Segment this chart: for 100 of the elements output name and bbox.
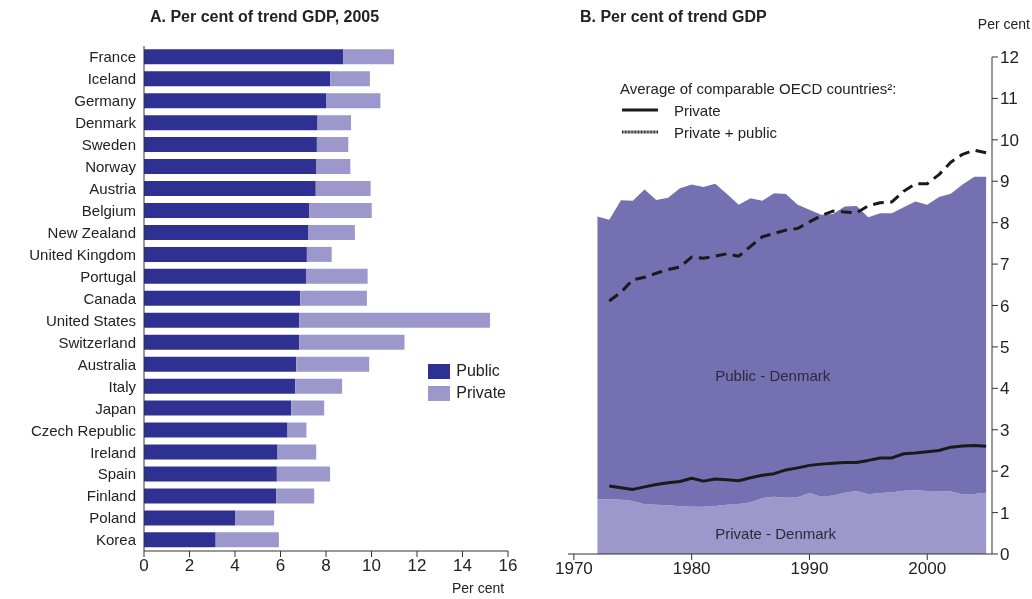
x-tick-label: 12 bbox=[407, 556, 427, 576]
x-tick-label: 14 bbox=[453, 556, 472, 576]
bar bbox=[144, 224, 309, 240]
x-tick-label: 2 bbox=[184, 556, 195, 576]
x-tick-label: 4 bbox=[230, 556, 240, 576]
line-series bbox=[607, 148, 988, 303]
y-tick-label: Austria bbox=[89, 180, 137, 198]
y-tick-label: Denmark bbox=[75, 114, 137, 132]
x-tick-label: 10 bbox=[362, 556, 381, 576]
bar bbox=[277, 444, 317, 460]
bar bbox=[296, 356, 370, 372]
y-tick-label: Portugal bbox=[80, 267, 136, 285]
bar bbox=[316, 137, 349, 153]
bar bbox=[306, 246, 332, 262]
bar bbox=[144, 312, 300, 328]
bar bbox=[144, 115, 318, 131]
y-tick-label: Canada bbox=[83, 289, 137, 307]
legend-label: Private bbox=[673, 100, 722, 121]
bar bbox=[144, 137, 317, 153]
bar bbox=[144, 466, 277, 482]
y-tick-label: United States bbox=[45, 311, 136, 329]
y-tick-label: Poland bbox=[89, 509, 136, 527]
y-tick-label: Sweden bbox=[81, 136, 136, 154]
x-tick-label: 6 bbox=[275, 556, 286, 576]
bar bbox=[287, 422, 307, 438]
y-tick-label: 12 bbox=[1000, 48, 1019, 68]
y-tick-label: 11 bbox=[1000, 89, 1018, 109]
x-tick-label: 1990 bbox=[790, 559, 829, 579]
bar bbox=[330, 71, 370, 87]
line-series bbox=[607, 443, 988, 491]
series-label: Public - Denmark bbox=[715, 367, 831, 385]
bar bbox=[317, 115, 352, 131]
y-tick-label: 8 bbox=[1000, 213, 1010, 233]
bar bbox=[144, 532, 216, 548]
bar bbox=[144, 202, 310, 218]
y-tick-label: 3 bbox=[1000, 420, 1010, 440]
bar bbox=[144, 93, 326, 109]
bar bbox=[144, 488, 277, 504]
x-tick-label: 1970 bbox=[554, 559, 593, 579]
bar bbox=[276, 488, 315, 504]
chart-title: A. Per cent of trend GDP, 2005 bbox=[150, 8, 380, 26]
y-axis-title: Per cent bbox=[977, 16, 1030, 32]
series-label: Private - Denmark bbox=[715, 524, 837, 542]
bar bbox=[144, 246, 307, 262]
bar bbox=[144, 159, 316, 175]
y-tick-label: United Kingdom bbox=[29, 245, 136, 263]
bar bbox=[295, 378, 343, 394]
bar bbox=[235, 510, 275, 526]
bar bbox=[276, 466, 331, 482]
y-tick-label: Korea bbox=[95, 531, 137, 549]
y-tick-label: Belgium bbox=[81, 202, 136, 219]
chart-title: B. Per cent of trend GDP bbox=[580, 8, 767, 26]
y-tick-label: Czech Republic bbox=[30, 421, 137, 439]
bar bbox=[291, 400, 325, 416]
y-tick-label: 5 bbox=[1000, 337, 1010, 357]
bar bbox=[144, 181, 316, 197]
y-tick-label: 2 bbox=[1000, 462, 1010, 482]
bar bbox=[144, 422, 288, 438]
legend-label: Private bbox=[455, 383, 506, 403]
bar bbox=[326, 93, 381, 109]
y-tick-label: France bbox=[89, 48, 136, 66]
bar bbox=[343, 49, 395, 65]
y-tick-label: 10 bbox=[1000, 130, 1019, 150]
y-tick-label: Finland bbox=[86, 487, 136, 505]
bar bbox=[144, 356, 297, 372]
bar bbox=[305, 268, 368, 284]
bar bbox=[144, 49, 344, 65]
y-tick-label: Switzerland bbox=[58, 333, 136, 351]
legend-label: Private + public bbox=[673, 122, 778, 143]
y-tick-label: 7 bbox=[1000, 255, 1010, 275]
y-tick-label: Spain bbox=[97, 465, 136, 483]
y-tick-label: Japan bbox=[95, 399, 136, 417]
y-tick-label: New Zealand bbox=[47, 223, 136, 241]
bar bbox=[144, 510, 235, 526]
bar bbox=[300, 290, 367, 306]
y-tick-label: Germany bbox=[74, 92, 137, 110]
bar bbox=[144, 400, 292, 416]
y-tick-label: 9 bbox=[1000, 172, 1010, 192]
bar bbox=[315, 181, 371, 197]
y-tick-label: Italy bbox=[108, 377, 137, 395]
legend-title: Average of comparable OECD countries²: bbox=[620, 80, 897, 97]
bar bbox=[215, 532, 279, 548]
bar bbox=[144, 268, 306, 284]
bar bbox=[308, 224, 355, 240]
x-tick-label: 8 bbox=[321, 556, 331, 576]
y-tick-label: 4 bbox=[1000, 379, 1010, 399]
x-axis-title: Per cent bbox=[452, 580, 505, 596]
y-tick-label: Iceland bbox=[87, 70, 136, 88]
bar bbox=[144, 334, 300, 350]
x-tick-label: 1980 bbox=[672, 559, 711, 579]
y-tick-label: 1 bbox=[1000, 503, 1010, 523]
y-tick-label: Ireland bbox=[90, 443, 136, 461]
x-tick-label: 16 bbox=[498, 556, 518, 576]
bar bbox=[144, 71, 331, 87]
x-tick-label: 2000 bbox=[908, 559, 947, 579]
y-tick-label: Australia bbox=[77, 355, 137, 373]
y-tick-label: 6 bbox=[1000, 296, 1010, 316]
bar bbox=[144, 444, 278, 460]
bar bbox=[144, 290, 301, 306]
bar bbox=[144, 378, 296, 394]
